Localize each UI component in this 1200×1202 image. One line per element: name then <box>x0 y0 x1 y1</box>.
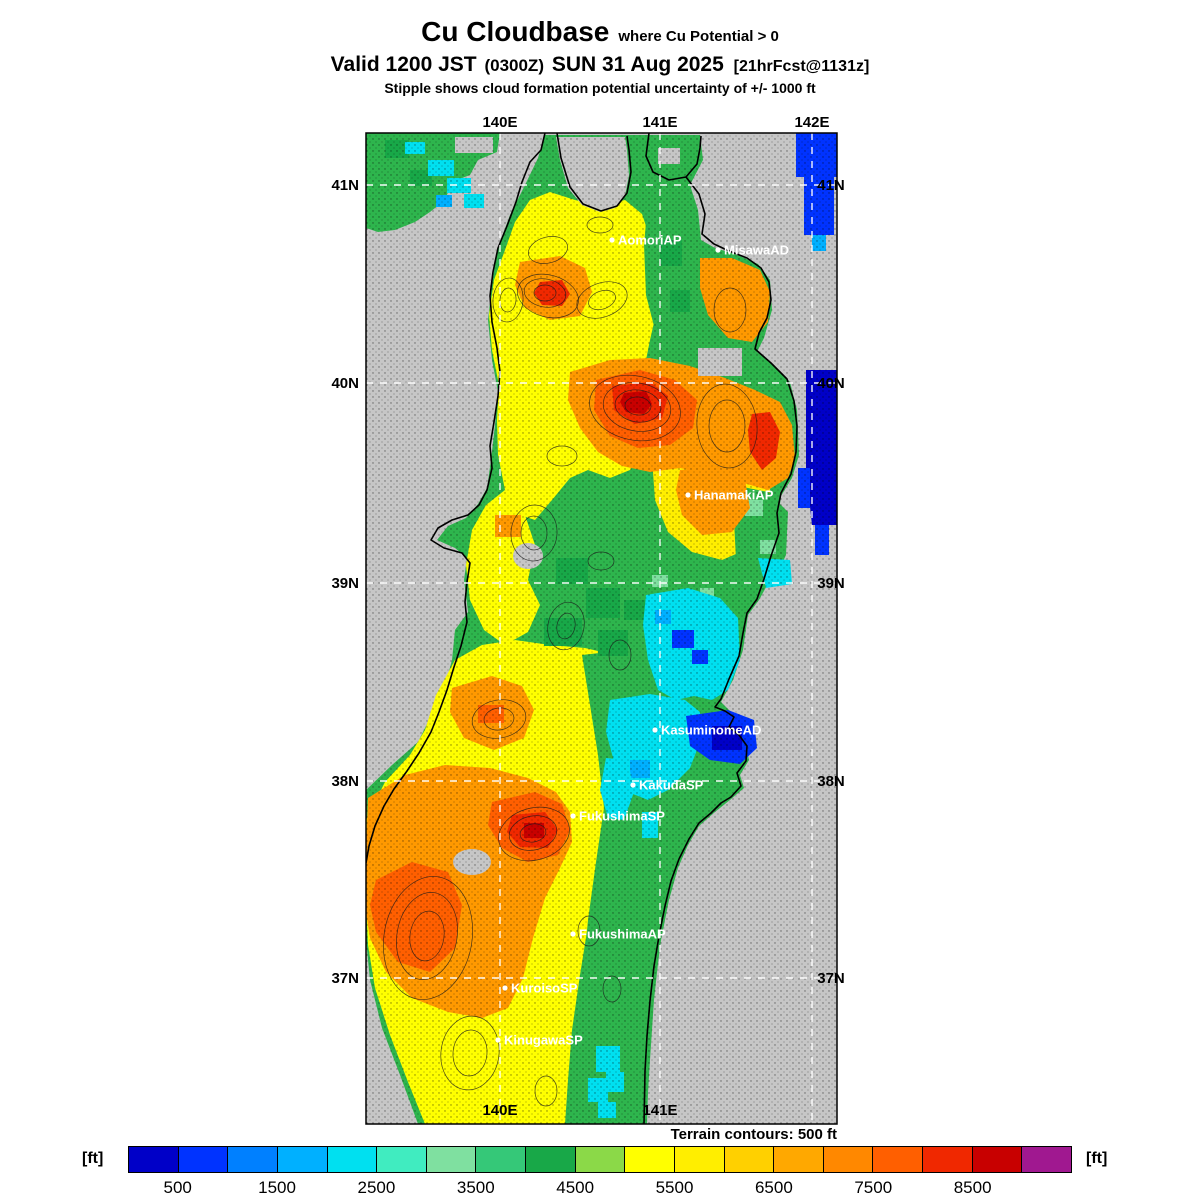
station-marker <box>570 813 576 819</box>
map-frame <box>365 132 838 1125</box>
lat-label-left: 37N <box>331 970 359 987</box>
colorbar-segment <box>822 1147 873 1172</box>
chart-title: Cu Cloudbase <box>421 16 610 47</box>
colorbar-segment <box>525 1147 575 1172</box>
lat-label-right: 38N <box>817 773 845 790</box>
station-marker <box>685 492 691 498</box>
colorbar-tick-label: 4500 <box>556 1178 595 1197</box>
colorbar <box>128 1146 1072 1173</box>
coastline <box>366 133 798 1124</box>
colorbar-unit-right: [ft] <box>1086 1150 1108 1167</box>
lon-label-bottom: 141E <box>642 1102 677 1119</box>
station-label: AomoriAP <box>618 233 682 248</box>
colorbar-segment <box>326 1147 377 1172</box>
lon-label-top: 141E <box>642 114 677 131</box>
lat-label-left: 40N <box>331 375 359 392</box>
colorbar-unit-left: [ft] <box>82 1150 104 1167</box>
colorbar-segment <box>177 1147 228 1172</box>
colorbar-ticks: 500 1500 2500 3500 4500 5500 6500 7500 8500 <box>0 1178 1200 1202</box>
lat-label-right: 41N <box>817 177 845 194</box>
title-line-1: Cu Cloudbase where Cu Potential > 0 <box>0 16 1200 48</box>
station-label: HanamakiAP <box>694 488 774 503</box>
station-marker <box>715 247 721 253</box>
lat-label-right: 37N <box>817 970 845 987</box>
station-marker <box>570 931 576 937</box>
terrain-contours-note: Terrain contours: 500 ft <box>670 1126 837 1143</box>
cloudbase-regions <box>366 133 837 1124</box>
lon-label-top: 142E <box>794 114 829 131</box>
station-label: MisawaAD <box>724 243 789 258</box>
station-marker <box>630 782 636 788</box>
station-label: FukushimaSP <box>579 809 665 824</box>
lat-label-right: 40N <box>817 375 845 392</box>
station-label: FukushimaAP <box>579 927 666 942</box>
colorbar-tick-label: 6500 <box>754 1178 793 1197</box>
station-marker <box>495 1037 501 1043</box>
colorbar-tick-label: 5500 <box>655 1178 694 1197</box>
stipple-note: Stipple shows cloud formation potential … <box>384 80 816 96</box>
station-marker <box>502 985 508 991</box>
chart-header: Cu Cloudbase where Cu Potential > 0 Valid… <box>0 16 1200 96</box>
valid-date: SUN 31 Aug 2025 <box>551 53 724 76</box>
colorbar-segment <box>723 1147 774 1172</box>
lat-label-left: 38N <box>331 773 359 790</box>
station-marker <box>609 237 615 243</box>
valid-zulu: (0300Z) <box>484 56 544 75</box>
graticule-grid <box>366 133 837 1124</box>
lon-label-bottom: 140E <box>482 1102 517 1119</box>
colorbar-segment <box>227 1147 277 1172</box>
colorbar-segment <box>673 1147 724 1172</box>
terrain-contours <box>383 216 758 1107</box>
colorbar-tick-label: 2500 <box>357 1178 396 1197</box>
colorbar-segment <box>1021 1147 1071 1172</box>
colorbar-tick-label: 7500 <box>854 1178 893 1197</box>
lon-label-top: 140E <box>482 114 517 131</box>
colorbar-segment <box>276 1147 327 1172</box>
forecast-map: 140E 140E 141E 141E 142E 41N 41N 40N 40N 39N 39N 38… <box>331 114 845 1125</box>
station-label: KinugawaSP <box>504 1033 583 1048</box>
chart-title-condition: where Cu Potential > 0 <box>618 28 779 45</box>
station-label: KakudaSP <box>639 778 704 793</box>
colorbar-tick-label: 3500 <box>456 1178 495 1197</box>
colorbar-segment <box>773 1147 823 1172</box>
station-marker <box>652 727 658 733</box>
lat-label-left: 39N <box>331 575 359 592</box>
lat-label-right: 39N <box>817 575 845 592</box>
lat-label-left: 41N <box>331 177 359 194</box>
station-label: KuroisoSP <box>511 981 578 996</box>
colorbar-segment <box>475 1147 525 1172</box>
colorbar-segment <box>872 1147 922 1172</box>
colorbar-tick-label: 500 <box>163 1178 192 1197</box>
station-label: KasuminomeAD <box>661 723 761 738</box>
forecast-reference: [21hrFcst@1131z] <box>733 58 870 75</box>
colorbar-segment <box>574 1147 625 1172</box>
colorbar-segment <box>624 1147 674 1172</box>
colorbar-segment <box>922 1147 972 1172</box>
colorbar-segment <box>971 1147 1022 1172</box>
valid-time: Valid 1200 JST <box>330 53 477 76</box>
colorbar-segment <box>425 1147 476 1172</box>
colorbar-tick-label: 8500 <box>953 1178 992 1197</box>
colorbar-tick-label: 1500 <box>258 1178 296 1197</box>
colorbar-segment <box>129 1147 178 1172</box>
map-labels: 140E 140E 141E 141E 142E 41N 41N 40N 40N 39N 39N 38… <box>331 114 844 1119</box>
colorbar-segment <box>376 1147 426 1172</box>
stipple-overlay <box>366 133 837 1124</box>
title-line-valid: Valid 1200 JST (0300Z) SUN 31 Aug 2025 [… <box>0 53 1200 77</box>
